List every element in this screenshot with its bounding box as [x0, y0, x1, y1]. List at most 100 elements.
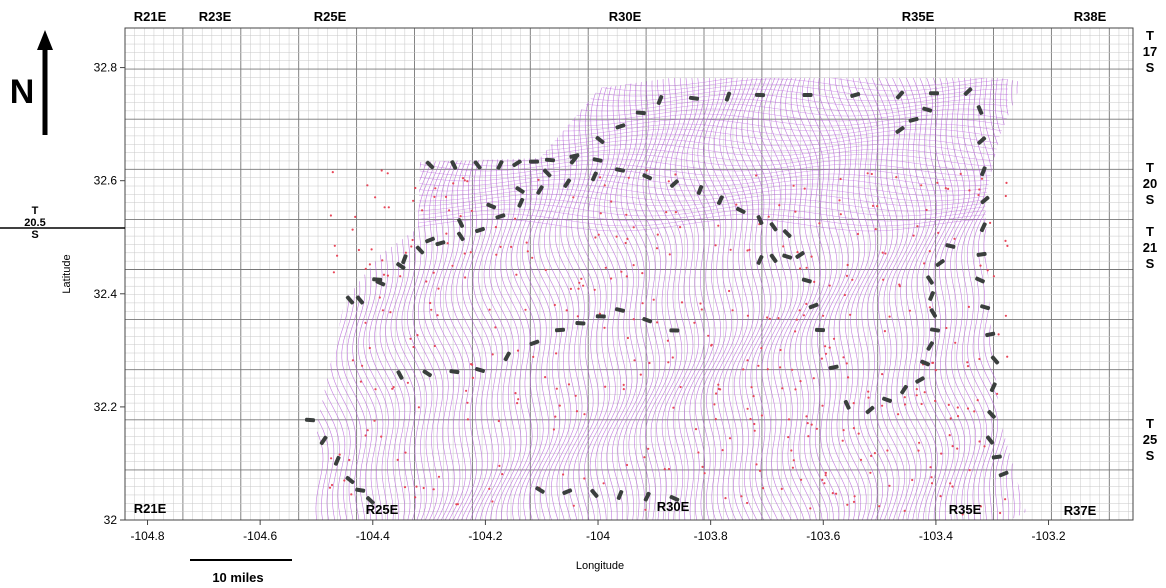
township-label: S — [1146, 448, 1155, 463]
data-point — [999, 512, 1001, 514]
data-point — [878, 505, 880, 507]
contour-line — [298, 70, 328, 520]
contour-line — [413, 70, 444, 520]
data-point — [405, 252, 407, 254]
well — [422, 369, 433, 378]
data-point — [429, 302, 431, 304]
contour-line — [336, 70, 366, 520]
y-tick-label: 32.6 — [94, 174, 118, 188]
data-point — [987, 269, 989, 271]
data-point — [360, 381, 362, 383]
data-point — [767, 368, 769, 370]
x-tick-label: -104 — [586, 529, 610, 543]
well — [977, 136, 987, 146]
data-point — [740, 495, 742, 497]
data-point — [949, 482, 951, 484]
well — [475, 367, 486, 374]
data-point — [742, 368, 744, 370]
data-point — [872, 205, 874, 207]
data-point — [495, 226, 497, 228]
well — [435, 240, 446, 247]
data-point — [950, 417, 952, 419]
data-point — [847, 264, 849, 266]
data-point — [554, 416, 556, 418]
data-point — [871, 173, 873, 175]
well — [769, 222, 778, 232]
data-point — [526, 242, 528, 244]
data-point — [648, 362, 650, 364]
data-point — [711, 344, 713, 346]
data-point — [829, 285, 831, 287]
data-point — [781, 488, 783, 490]
contour-line — [791, 70, 822, 520]
x-tick-label: -103.2 — [1032, 529, 1066, 543]
data-point — [760, 347, 762, 349]
data-point — [849, 314, 851, 316]
well — [769, 253, 778, 263]
data-point — [623, 388, 625, 390]
x-tick-label: -104.8 — [131, 529, 165, 543]
data-point — [844, 294, 846, 296]
data-point — [514, 392, 516, 394]
data-point — [414, 187, 416, 189]
data-point — [333, 271, 335, 273]
data-point — [455, 503, 457, 505]
data-point — [929, 306, 931, 308]
data-point — [884, 330, 886, 332]
data-point — [874, 452, 876, 454]
data-point — [568, 383, 570, 385]
contour-line — [665, 70, 693, 520]
data-point — [576, 410, 578, 412]
data-point — [500, 246, 502, 248]
data-point — [945, 187, 947, 189]
contour-line — [824, 70, 855, 520]
well — [396, 370, 404, 381]
data-point — [768, 216, 770, 218]
data-point — [780, 349, 782, 351]
data-point — [973, 410, 975, 412]
contour-line — [451, 70, 482, 520]
data-point — [867, 397, 869, 399]
data-point — [501, 473, 503, 475]
data-point — [846, 362, 848, 364]
contour-line — [446, 70, 477, 520]
data-point — [825, 474, 827, 476]
data-point — [577, 315, 579, 317]
data-point — [462, 177, 464, 179]
data-point — [653, 299, 655, 301]
contour-line — [687, 70, 715, 520]
data-point — [554, 304, 556, 306]
data-point — [957, 406, 959, 408]
data-point — [532, 356, 534, 358]
well — [724, 91, 731, 102]
contour-line — [714, 70, 743, 520]
data-point — [953, 238, 955, 240]
data-point — [794, 330, 796, 332]
data-point — [960, 173, 962, 175]
data-point — [701, 466, 703, 468]
contour-line — [995, 70, 1020, 520]
township-label: S — [31, 229, 38, 241]
well — [305, 418, 315, 423]
data-point — [674, 173, 676, 175]
data-point — [544, 376, 546, 378]
contour-line — [501, 70, 532, 520]
contour-line — [506, 70, 537, 520]
data-point — [799, 267, 801, 269]
data-point — [331, 484, 333, 486]
contour-line — [320, 70, 350, 520]
data-point — [916, 225, 918, 227]
data-point — [939, 495, 941, 497]
data-point — [762, 487, 764, 489]
data-point — [610, 200, 612, 202]
data-point — [956, 448, 958, 450]
data-point — [807, 435, 809, 437]
data-point — [881, 405, 883, 407]
data-point — [412, 239, 414, 241]
data-point — [470, 251, 472, 253]
range-label: R35E — [949, 502, 982, 517]
data-point — [793, 185, 795, 187]
data-point — [365, 268, 367, 270]
well — [801, 277, 812, 284]
contour-line — [407, 70, 438, 520]
